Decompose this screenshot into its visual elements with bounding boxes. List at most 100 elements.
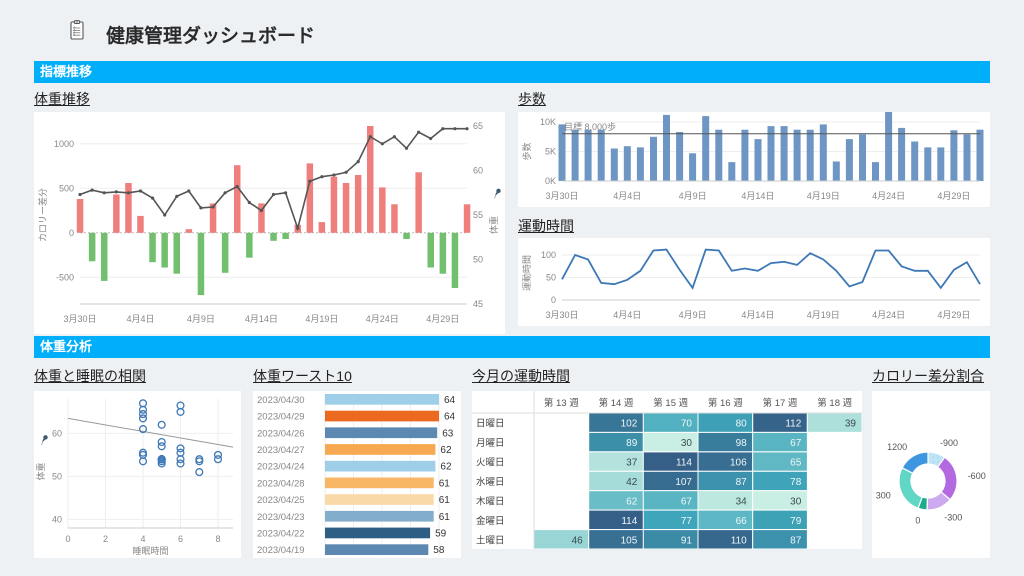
- svg-text:-600: -600: [968, 471, 986, 481]
- svg-text:62: 62: [626, 496, 638, 507]
- svg-text:4月19日: 4月19日: [305, 314, 338, 324]
- svg-text:64: 64: [444, 412, 456, 423]
- svg-text:水曜日: 水曜日: [476, 476, 505, 488]
- svg-text:体重: 体重: [488, 216, 499, 234]
- svg-text:87: 87: [736, 477, 748, 488]
- svg-text:78: 78: [790, 477, 802, 488]
- svg-text:65: 65: [790, 458, 802, 469]
- svg-text:30: 30: [681, 438, 693, 449]
- svg-text:300: 300: [876, 491, 891, 501]
- svg-text:第 16 週: 第 16 週: [708, 397, 743, 409]
- svg-text:80: 80: [736, 419, 748, 430]
- svg-text:42: 42: [626, 477, 638, 488]
- svg-text:2023/04/24: 2023/04/24: [257, 462, 305, 473]
- svg-text:8: 8: [215, 534, 220, 544]
- svg-text:67: 67: [681, 496, 693, 507]
- svg-text:34: 34: [736, 496, 748, 507]
- svg-text:1200: 1200: [887, 442, 907, 452]
- svg-text:100: 100: [541, 250, 556, 260]
- svg-text:107: 107: [675, 477, 692, 488]
- svg-text:39: 39: [845, 419, 857, 430]
- svg-text:火曜日: 火曜日: [476, 458, 505, 469]
- svg-text:3月30日: 3月30日: [545, 310, 578, 320]
- svg-text:4: 4: [140, 534, 145, 544]
- svg-text:第 15 週: 第 15 週: [653, 397, 688, 409]
- svg-text:50: 50: [52, 471, 62, 481]
- svg-text:4月24日: 4月24日: [872, 191, 905, 201]
- svg-text:月曜日: 月曜日: [476, 438, 505, 449]
- svg-text:-500: -500: [56, 272, 74, 282]
- svg-text:-900: -900: [940, 438, 958, 448]
- svg-text:10K: 10K: [540, 117, 556, 127]
- svg-text:2023/04/27: 2023/04/27: [257, 445, 305, 456]
- svg-text:79: 79: [790, 516, 802, 527]
- svg-text:4月19日: 4月19日: [807, 191, 840, 201]
- svg-text:2023/04/29: 2023/04/29: [257, 412, 305, 423]
- svg-text:4月24日: 4月24日: [872, 310, 905, 320]
- svg-text:91: 91: [681, 535, 693, 546]
- svg-text:4月9日: 4月9日: [679, 310, 707, 320]
- svg-text:64: 64: [444, 395, 456, 406]
- svg-text:木曜日: 木曜日: [476, 495, 505, 507]
- svg-text:2023/04/28: 2023/04/28: [257, 478, 305, 489]
- svg-text:46: 46: [572, 535, 584, 546]
- svg-text:4月29日: 4月29日: [937, 191, 970, 201]
- svg-text:59: 59: [435, 528, 447, 539]
- svg-text:87: 87: [790, 535, 802, 546]
- svg-text:4月29日: 4月29日: [937, 310, 970, 320]
- svg-text:第 13 週: 第 13 週: [544, 397, 579, 409]
- svg-text:4月14日: 4月14日: [741, 310, 774, 320]
- svg-text:63: 63: [442, 428, 454, 439]
- svg-text:70: 70: [681, 419, 693, 430]
- svg-text:37: 37: [626, 458, 638, 469]
- svg-text:500: 500: [59, 183, 74, 193]
- svg-text:4月29日: 4月29日: [426, 314, 459, 324]
- svg-text:66: 66: [736, 516, 748, 527]
- svg-text:0K: 0K: [545, 176, 556, 186]
- svg-text:歩数: 歩数: [521, 142, 532, 160]
- svg-text:体重: 体重: [35, 462, 46, 480]
- svg-text:0: 0: [551, 295, 556, 305]
- svg-text:4月19日: 4月19日: [807, 310, 840, 320]
- svg-text:58: 58: [433, 545, 445, 556]
- svg-text:3月30日: 3月30日: [63, 314, 96, 324]
- svg-text:第 18 週: 第 18 週: [817, 397, 852, 409]
- svg-text:40: 40: [52, 514, 62, 524]
- svg-text:4月9日: 4月9日: [187, 314, 215, 324]
- svg-text:114: 114: [621, 516, 637, 527]
- svg-text:114: 114: [676, 458, 692, 469]
- svg-text:4月4日: 4月4日: [613, 310, 641, 320]
- svg-text:運動時間: 運動時間: [522, 255, 532, 291]
- svg-text:65: 65: [473, 121, 483, 131]
- svg-text:112: 112: [785, 419, 801, 430]
- svg-text:77: 77: [681, 516, 693, 527]
- svg-text:3月30日: 3月30日: [545, 191, 578, 201]
- svg-text:2023/04/26: 2023/04/26: [257, 428, 305, 439]
- svg-text:110: 110: [731, 535, 747, 546]
- svg-text:0: 0: [65, 534, 70, 544]
- svg-text:睡眠時間: 睡眠時間: [132, 545, 168, 556]
- svg-text:0: 0: [69, 228, 74, 238]
- svg-text:目標 8,000歩: 目標 8,000歩: [564, 121, 616, 132]
- svg-text:日曜日: 日曜日: [476, 419, 505, 430]
- svg-text:105: 105: [621, 535, 638, 546]
- svg-text:89: 89: [626, 438, 638, 449]
- svg-text:60: 60: [52, 428, 62, 438]
- svg-text:4月4日: 4月4日: [126, 314, 154, 324]
- svg-text:67: 67: [790, 438, 802, 449]
- svg-text:土曜日: 土曜日: [476, 534, 505, 546]
- svg-text:カロリー差分: カロリー差分: [37, 188, 48, 242]
- svg-text:2023/04/30: 2023/04/30: [257, 395, 305, 406]
- svg-text:102: 102: [621, 419, 638, 430]
- svg-text:61: 61: [439, 478, 451, 489]
- svg-text:4月14日: 4月14日: [245, 314, 278, 324]
- svg-text:62: 62: [440, 445, 452, 456]
- svg-text:第 14 週: 第 14 週: [599, 397, 634, 409]
- svg-text:4月4日: 4月4日: [613, 191, 641, 201]
- svg-text:0: 0: [915, 515, 920, 525]
- svg-text:1000: 1000: [54, 139, 74, 149]
- svg-text:61: 61: [439, 512, 451, 523]
- svg-text:2: 2: [103, 534, 108, 544]
- svg-text:62: 62: [440, 462, 452, 473]
- svg-text:55: 55: [473, 210, 483, 220]
